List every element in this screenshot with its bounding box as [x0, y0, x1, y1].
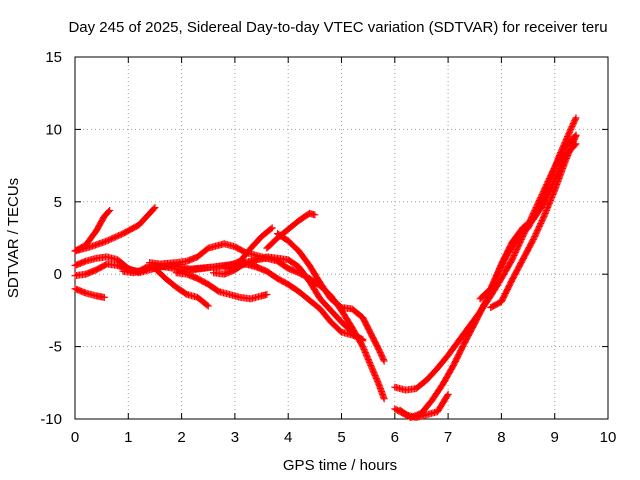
series-arc-9: [210, 254, 388, 403]
data-point: [572, 114, 580, 122]
series-arc-11: [231, 260, 367, 343]
series-arc-12: [274, 230, 388, 365]
data-point: [571, 115, 579, 123]
axis-ticks: 0 1 2 3 4 5 6 7 8 9 10 -10 -5 0 5 10 15: [40, 49, 616, 446]
x-tick-label: 3: [231, 429, 239, 446]
chart-title: Day 245 of 2025, Sidereal Day-to-day VTE…: [68, 19, 607, 36]
data-point: [443, 392, 451, 400]
series-arc-6: [119, 224, 276, 277]
data-point: [380, 357, 388, 365]
x-tick-label: 10: [600, 429, 617, 446]
grid-lines: [75, 57, 608, 419]
y-axis-label: SDTVAR / TECUs: [5, 178, 22, 298]
x-tick-label: 6: [391, 429, 399, 446]
y-tick-label: -10: [40, 411, 62, 428]
x-tick-label: 7: [444, 429, 452, 446]
data-point: [263, 290, 271, 298]
series-arc-8: [172, 269, 271, 303]
data-point: [151, 204, 159, 212]
y-tick-label: 10: [45, 121, 62, 138]
series-arc-13: [263, 209, 319, 252]
data-marks: [71, 114, 580, 422]
y-tick-label: 5: [54, 194, 62, 211]
data-point: [268, 224, 276, 232]
x-tick-label: 0: [71, 429, 79, 446]
y-tick-label: -5: [49, 339, 62, 356]
data-point: [311, 211, 319, 219]
series-arc-2: [71, 285, 108, 301]
data-point: [359, 335, 367, 343]
data-point: [572, 131, 580, 139]
data-point: [100, 293, 108, 301]
data-point: [379, 356, 387, 364]
x-tick-label: 9: [551, 429, 559, 446]
x-tick-label: 2: [177, 429, 185, 446]
series-arc-5: [71, 204, 159, 255]
series-arc-16: [396, 114, 580, 422]
data-point: [105, 208, 113, 216]
data-point: [380, 395, 388, 403]
x-tick-label: 8: [497, 429, 505, 446]
data-point: [203, 301, 211, 309]
series-arc-18: [487, 131, 580, 312]
x-tick-label: 1: [124, 429, 132, 446]
data-point: [267, 225, 275, 233]
y-tick-label: 0: [54, 266, 62, 283]
data-point: [150, 205, 158, 213]
data-point: [444, 390, 452, 398]
x-axis-label: GPS time / hours: [283, 457, 397, 474]
x-tick-label: 5: [337, 429, 345, 446]
data-point: [204, 302, 212, 310]
data-point: [106, 206, 114, 214]
x-tick-label: 4: [284, 429, 292, 446]
y-tick-label: 15: [45, 49, 62, 66]
